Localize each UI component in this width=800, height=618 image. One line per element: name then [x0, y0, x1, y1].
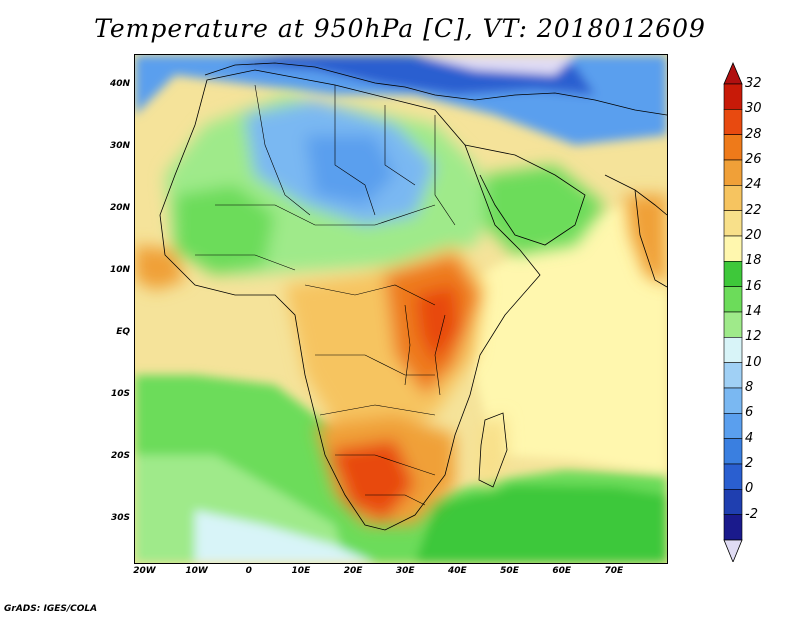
colorbar-label: 14	[745, 304, 762, 319]
indian-ocean-yellow	[465, 205, 667, 475]
colorbar-swatch	[723, 514, 743, 541]
lat-label: 30N	[109, 140, 130, 151]
colorbar-label: 22	[745, 202, 762, 218]
colorbar-label: 18	[745, 253, 762, 269]
lon-label: 0	[245, 566, 252, 576]
gulf-of-guinea-orange	[135, 245, 185, 290]
colorbar-label: 12	[745, 329, 762, 345]
colorbar-label: 30	[745, 101, 762, 117]
lon-label: 50E	[500, 566, 519, 576]
colorbar-swatch	[723, 337, 743, 363]
colorbar-label: 4	[745, 430, 754, 446]
colorbar-swatch	[723, 109, 743, 135]
colorbar-label: 24	[745, 177, 762, 193]
colorbar-label: 2	[745, 456, 754, 471]
lon-label: 30E	[395, 566, 415, 576]
colorbar-label: 32	[745, 76, 762, 91]
europe-outline	[204, 62, 667, 116]
colorbar-swatch	[723, 463, 743, 490]
colorbar-label: 8	[745, 380, 754, 395]
colorbar-swatch	[723, 286, 743, 313]
colorbar-swatch	[723, 362, 743, 389]
temperature-map	[134, 54, 668, 564]
colorbar-swatch	[723, 261, 743, 287]
colorbar-swatch	[723, 185, 743, 211]
india-orange	[625, 195, 667, 285]
lon-label: 20W	[133, 566, 156, 576]
colorbar-swatch	[723, 438, 743, 465]
madagascar-outline	[478, 412, 508, 488]
lat-label: 10S	[110, 388, 130, 399]
colorbar-label: 28	[745, 126, 762, 142]
india-outline	[604, 174, 667, 288]
colorbar-under-triangle	[723, 539, 743, 562]
colorbar-label: 10	[745, 354, 762, 370]
colorbar-swatch	[723, 235, 743, 262]
west-africa-green	[175, 185, 275, 275]
north-white	[415, 55, 575, 75]
arabia-outline	[464, 144, 586, 246]
colorbar-swatch	[723, 134, 743, 161]
colorbar-swatch	[723, 159, 743, 186]
colorbar-swatch	[723, 210, 743, 237]
indian-ocean-green	[415, 485, 667, 563]
colorbar-swatch	[723, 413, 743, 439]
lat-label: 20S	[110, 450, 130, 461]
colorbar-label: -2	[745, 506, 758, 522]
lon-label: 10W	[185, 566, 208, 576]
map-title: Temperature at 950hPa [C], VT: 201801260…	[94, 14, 706, 43]
lat-label: 30S	[110, 512, 130, 523]
lat-label: 20N	[109, 202, 130, 213]
colorbar	[723, 62, 743, 562]
lon-label: 10E	[291, 566, 311, 576]
lat-label: EQ	[116, 326, 130, 337]
lon-label: 20E	[343, 566, 363, 576]
colorbar-swatch	[723, 387, 743, 414]
sahara-core-blue	[305, 135, 395, 205]
kalahari-red	[330, 440, 415, 520]
colorbar-swatch	[723, 83, 743, 110]
colorbar-over-triangle	[723, 62, 743, 85]
arabia-green	[485, 165, 605, 255]
lat-label: 40N	[109, 78, 130, 89]
lat-label: 10N	[109, 264, 130, 275]
colorbar-label: 20	[745, 228, 762, 243]
lon-label: 40E	[448, 566, 467, 576]
lon-label: 70E	[604, 566, 624, 576]
colorbar-label: 26	[745, 152, 762, 167]
country-borders	[195, 84, 456, 506]
lon-label: 60E	[552, 566, 572, 576]
colorbar-swatch	[723, 489, 743, 515]
colorbar-label: 16	[745, 278, 762, 294]
credit-text: GrADS: IGES/COLA	[4, 604, 98, 614]
rift-red	[415, 285, 460, 365]
south-atlantic-light	[195, 510, 375, 563]
colorbar-swatch	[723, 311, 743, 338]
madagascar-yellow	[477, 415, 507, 490]
colorbar-label: 6	[745, 405, 754, 421]
colorbar-label: 0	[745, 481, 754, 497]
map-canvas	[135, 55, 667, 563]
